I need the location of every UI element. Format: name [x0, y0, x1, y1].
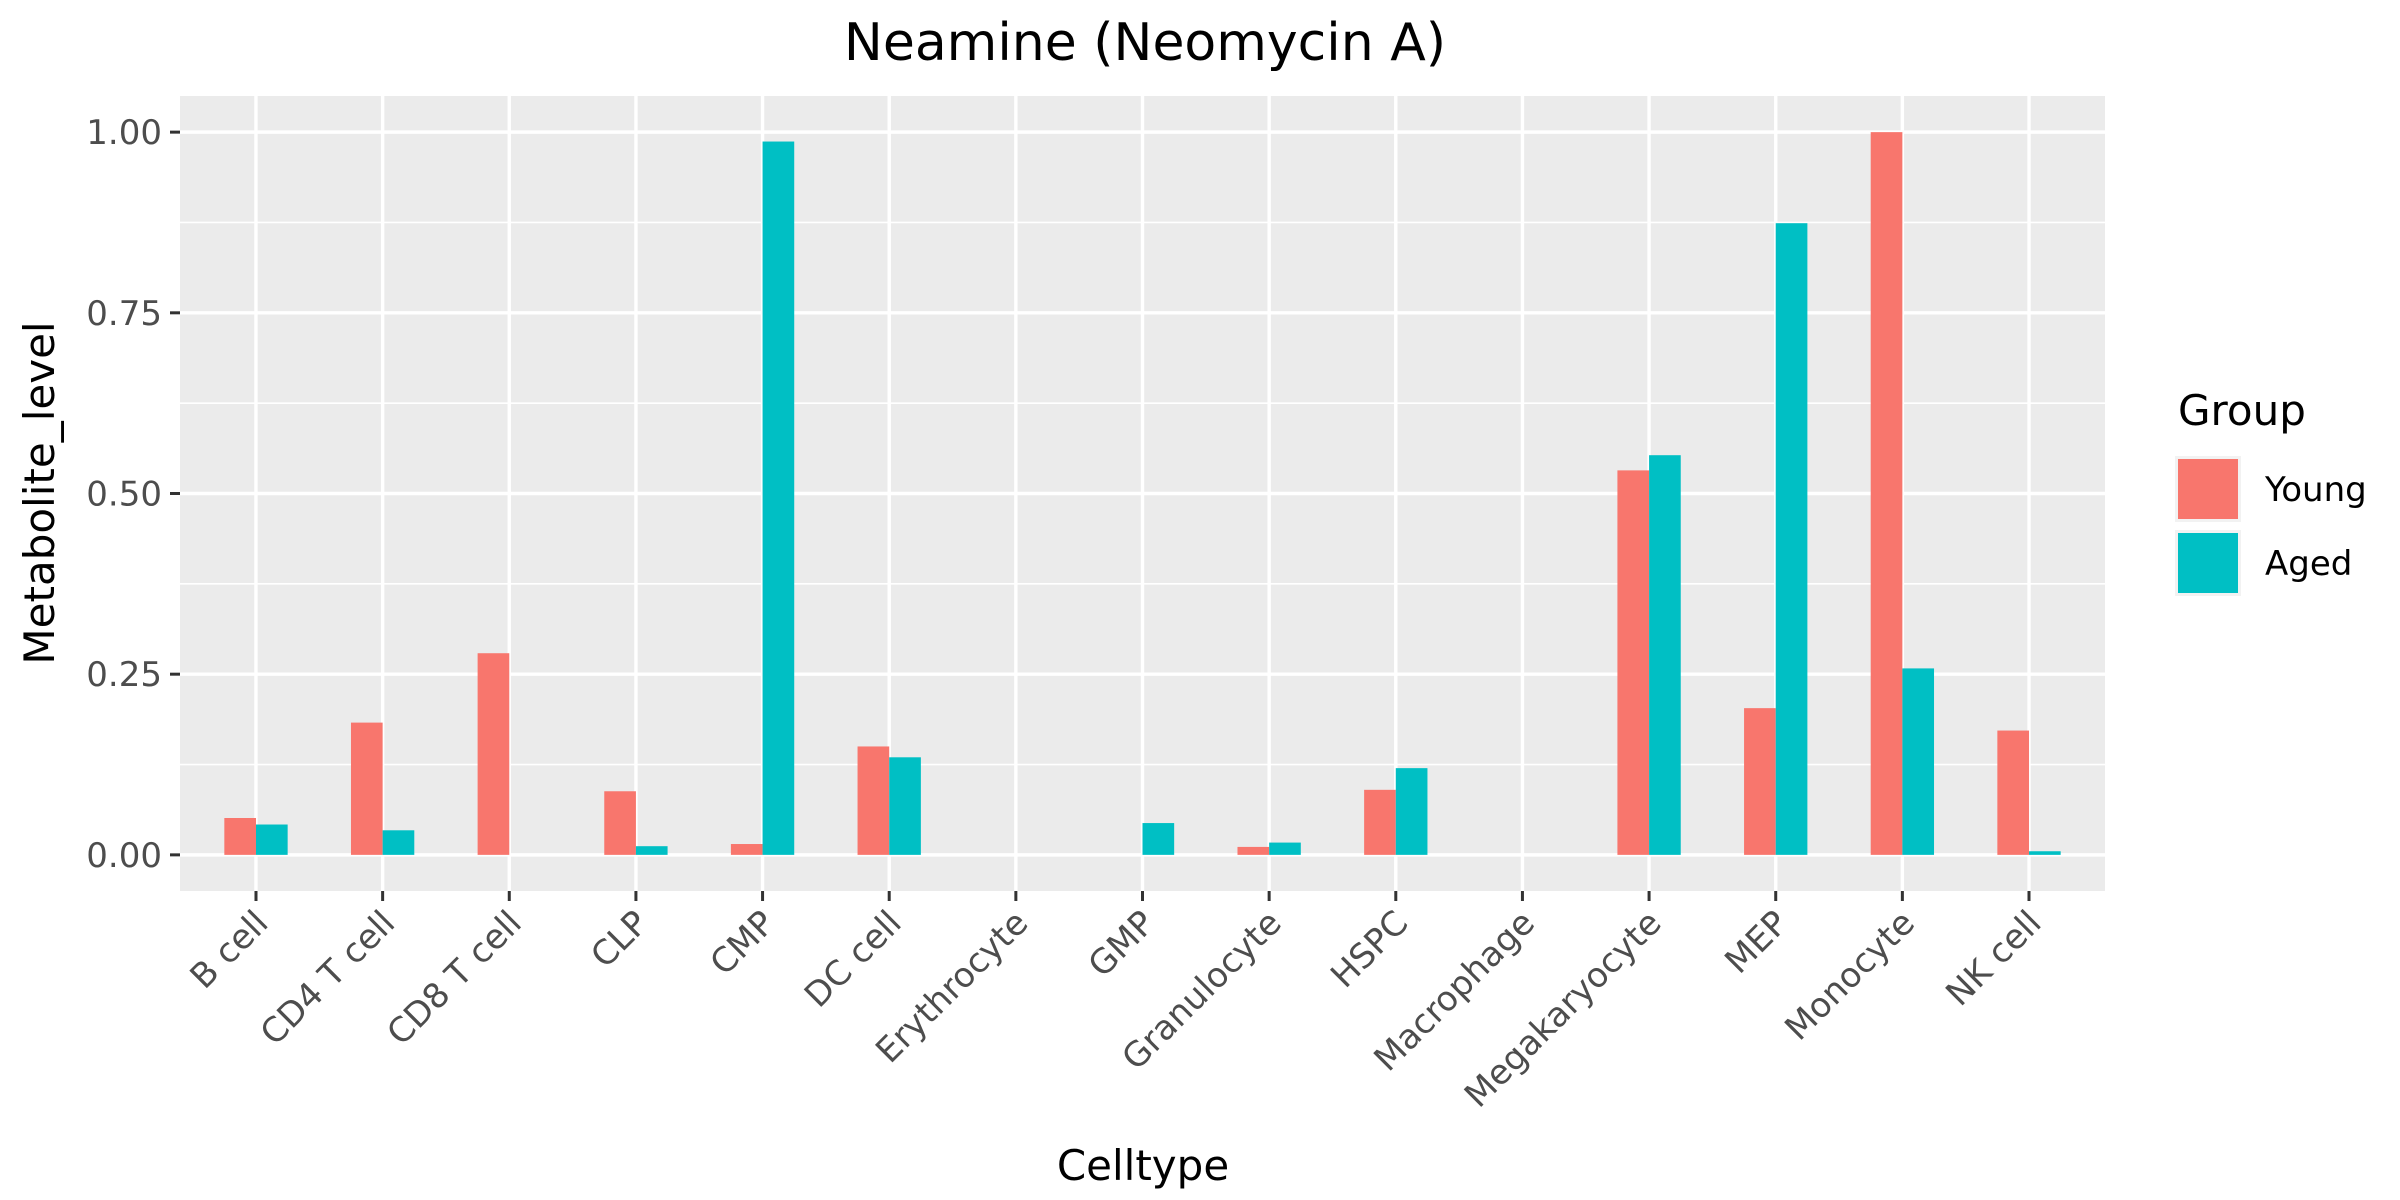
bar-young-b-cell	[224, 818, 256, 855]
legend-swatch-young	[2178, 459, 2238, 519]
legend-title: Group	[2178, 386, 2306, 435]
legend-items: Young Aged	[2175, 456, 2367, 596]
bar-aged-cmp	[762, 141, 795, 855]
bar-aged-dc-cell	[889, 757, 921, 855]
bar-aged-cd4-t-cell	[382, 830, 415, 855]
legend-label-young: Young	[2264, 470, 2367, 510]
bar-young-granulocyte	[1237, 846, 1270, 855]
bar-young-hspc	[1364, 789, 1396, 855]
bar-aged-b-cell	[255, 824, 288, 855]
bar-young-nk-cell	[1997, 730, 2030, 855]
y-axis-title: Metabolite_level	[15, 321, 64, 664]
x-tick-label: Monocyte	[1777, 903, 1922, 1048]
x-tick-label: MEP	[1717, 903, 1796, 982]
bar-young-megakaryocyte	[1617, 470, 1650, 855]
bar-young-cd8-t-cell	[477, 653, 510, 855]
chart-title: Neamine (Neomycin A)	[844, 13, 1446, 73]
x-tick-label: CMP	[703, 903, 783, 983]
y-axis: 0.00 0.25 0.50 0.75 1.00	[86, 113, 180, 876]
y-tick-label: 0.00	[86, 836, 162, 876]
bar-aged-hspc	[1395, 768, 1428, 855]
legend-swatch-aged	[2178, 533, 2238, 593]
bars	[224, 132, 2061, 855]
y-tick-label: 0.75	[86, 294, 162, 334]
bar-aged-granulocyte	[1269, 842, 1301, 855]
x-tick-label: DC cell	[797, 903, 910, 1016]
y-tick-label: 0.50	[86, 475, 162, 515]
bar-young-mep	[1744, 708, 1776, 855]
x-axis-title: Celltype	[1057, 1141, 1229, 1190]
y-tick-label: 1.00	[86, 113, 162, 153]
bar-aged-clp	[635, 846, 668, 855]
x-tick-label: GMP	[1081, 903, 1163, 985]
x-tick-label: CLP	[583, 903, 656, 976]
bar-aged-megakaryocyte	[1649, 455, 1681, 855]
bar-aged-gmp	[1142, 823, 1175, 855]
legend-label-aged: Aged	[2265, 544, 2352, 584]
x-tick-label: CD4 T cell	[253, 903, 403, 1053]
x-tick-label: CD8 T cell	[379, 903, 529, 1053]
bar-aged-mep	[1775, 223, 1808, 855]
legend: Group Young Aged	[2175, 386, 2367, 596]
bar-young-cmp	[730, 844, 763, 855]
bar-aged-monocyte	[1902, 668, 1935, 855]
bar-young-dc-cell	[857, 746, 890, 855]
x-tick-label: B cell	[183, 903, 277, 997]
bar-young-monocyte	[1870, 132, 1903, 855]
bar-young-cd4-t-cell	[350, 722, 383, 855]
bar-aged-nk-cell	[2029, 851, 2061, 855]
bar-young-clp	[604, 791, 636, 855]
y-tick-label: 0.25	[86, 655, 162, 695]
x-tick-label: NK cell	[1938, 903, 2049, 1014]
x-tick-label: HSPC	[1323, 903, 1416, 996]
